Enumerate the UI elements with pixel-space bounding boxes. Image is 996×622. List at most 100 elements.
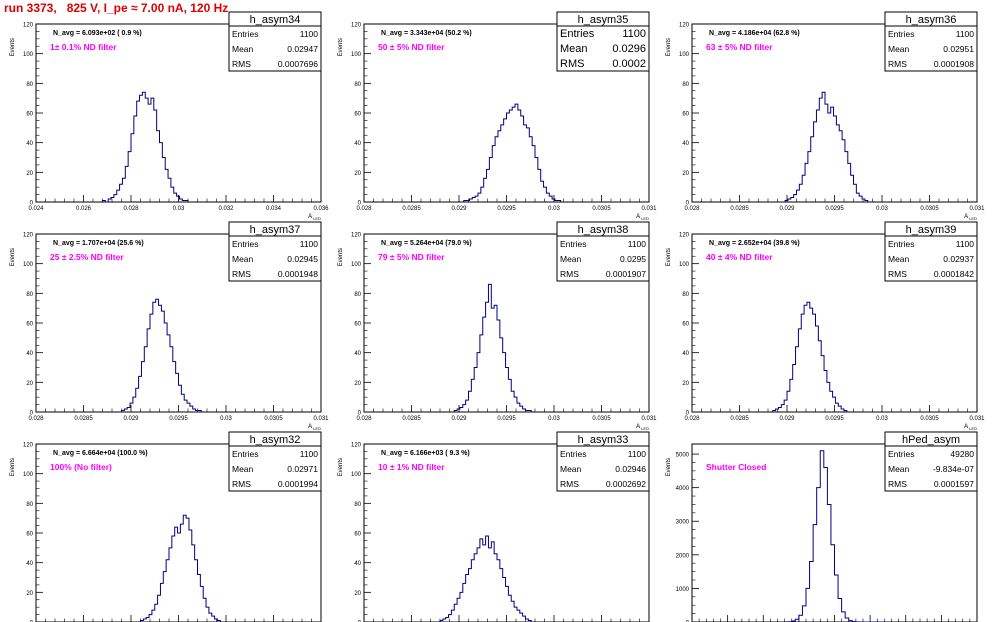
- stats-label: Entries: [888, 449, 914, 459]
- stats-value: 0.02946: [615, 464, 646, 474]
- x-tick-label: 0.029: [779, 416, 795, 422]
- x-axis-title: A LED: [964, 214, 977, 221]
- x-tick-label: 0.029: [451, 206, 467, 212]
- y-tick-label: 60: [682, 112, 689, 118]
- y-tick-label: 5000: [676, 453, 690, 459]
- navg-label: N_avg = 6.166e+03 ( 9.3 %): [381, 450, 470, 457]
- stats-title: h_asym35: [578, 14, 629, 26]
- stats-title: h_asym39: [906, 224, 957, 236]
- filter-label: 1± 0.1% ND filter: [50, 42, 117, 52]
- y-tick-label: 100: [351, 52, 362, 58]
- y-axis-title: Events: [338, 38, 344, 56]
- stats-label: Entries: [232, 449, 258, 459]
- stats-label: RMS: [232, 479, 251, 489]
- histogram-panel-h_asym34: 0 20 40 60 80 100 120 0.024 0.026 0.028 0.03 0.032 0…: [10, 11, 329, 221]
- x-tick-label: 0.029: [123, 416, 139, 422]
- histogram-panel-h_asym39: 0 20 40 60 80 100 120 0.028 0.0285 0.029 0.0295 0.0…: [666, 221, 985, 431]
- x-tick-label: 0.0305: [264, 416, 283, 422]
- y-tick-label: 100: [679, 52, 690, 58]
- stats-label: Mean: [560, 43, 588, 55]
- navg-label: N_avg = 2.652e+04 (39.8 %): [709, 240, 800, 247]
- y-tick-label: 2000: [676, 553, 690, 559]
- navg-label: N_avg = 5.264e+04 (79.0 %): [381, 240, 472, 247]
- stats-title: h_asym34: [250, 14, 301, 26]
- y-tick-label: 60: [26, 322, 33, 328]
- histogram-line: [772, 301, 848, 412]
- filter-label: 10 ± 1% ND filter: [378, 462, 445, 472]
- y-tick-label: 120: [351, 233, 362, 239]
- x-tick-label: 0.026: [76, 206, 92, 212]
- y-tick-label: 40: [354, 351, 361, 357]
- y-tick-label: 100: [351, 262, 362, 268]
- stats-value: 0.02947: [287, 44, 318, 54]
- stats-box: [884, 431, 978, 492]
- x-tick-label: 0.03: [876, 206, 888, 212]
- y-tick-label: 40: [26, 141, 33, 147]
- histogram-panel-hPed_asym: 010002000300040005000-0.002-0.0015-0.001…: [666, 431, 978, 622]
- y-axis-title: Events: [666, 38, 672, 56]
- navg-label: N_avg = 3.343e+04 (50.2 %): [381, 30, 472, 37]
- x-tick-label: 0.028: [356, 416, 372, 422]
- y-tick-label: 80: [26, 502, 33, 508]
- y-tick-label: 20: [26, 591, 33, 597]
- x-tick-label: 0.0285: [402, 206, 421, 212]
- stats-box: [884, 11, 978, 72]
- navg-label: N_avg = 1.707e+04 (25.6 %): [53, 240, 144, 247]
- y-tick-label: 120: [679, 233, 690, 239]
- stats-label: Mean: [888, 44, 910, 54]
- y-tick-label: 20: [26, 381, 33, 387]
- stats-box: [884, 221, 978, 282]
- y-tick-label: 120: [351, 443, 362, 449]
- y-tick-label: 0: [358, 621, 362, 622]
- y-tick-label: 20: [682, 171, 689, 177]
- histogram-panel-h_asym32: 0204060801001200.0280.02850.0290.02950.0…: [10, 431, 322, 622]
- stats-value: 1100: [628, 449, 647, 459]
- stats-title: h_asym38: [578, 224, 629, 236]
- x-axis-title: A LED: [636, 214, 649, 221]
- stats-value: 0.0295: [620, 254, 646, 264]
- stats-value: 0.0002: [612, 58, 646, 70]
- x-tick-label: 0.028: [28, 416, 44, 422]
- y-tick-label: 100: [23, 52, 34, 58]
- y-tick-label: 60: [354, 112, 361, 118]
- y-tick-label: 20: [354, 381, 361, 387]
- stats-value: 1100: [956, 239, 975, 249]
- y-axis-title: Events: [666, 248, 672, 266]
- y-tick-label: 120: [23, 233, 34, 239]
- y-tick-label: 20: [354, 591, 361, 597]
- x-tick-label: 0.036: [313, 206, 329, 212]
- y-tick-label: 120: [23, 23, 34, 29]
- stats-value: -9.834e-07: [933, 464, 974, 474]
- stats-label: RMS: [888, 269, 907, 279]
- stats-value: 1100: [300, 29, 319, 39]
- stats-label: Mean: [232, 254, 254, 264]
- stats-value: 1100: [956, 29, 975, 39]
- x-tick-label: 0.0285: [730, 416, 749, 422]
- stats-label: Entries: [232, 239, 258, 249]
- stats-box: [556, 11, 650, 72]
- stats-value: 1100: [300, 449, 319, 459]
- x-tick-label: 0.0295: [825, 206, 844, 212]
- stats-label: RMS: [232, 269, 251, 279]
- stats-value: 0.02971: [287, 464, 318, 474]
- stats-value: 0.02951: [943, 44, 974, 54]
- stats-box: [556, 221, 650, 282]
- x-tick-label: 0.03: [548, 416, 560, 422]
- y-tick-label: 100: [679, 262, 690, 268]
- y-axis-title: Events: [10, 248, 16, 266]
- y-tick-label: 60: [26, 532, 33, 538]
- x-tick-label: 0.029: [779, 206, 795, 212]
- stats-label: RMS: [888, 59, 907, 69]
- y-axis-title: Events: [338, 458, 344, 476]
- histogram-line: [140, 514, 221, 622]
- histogram-line: [439, 535, 532, 622]
- x-tick-label: 0.0305: [920, 416, 939, 422]
- stats-value: 0.0001842: [934, 269, 974, 279]
- stats-title: h_asym32: [250, 434, 301, 446]
- filter-label: 100% (No filter): [50, 462, 112, 472]
- y-tick-label: 0: [686, 411, 690, 417]
- stats-label: RMS: [888, 479, 907, 489]
- y-tick-label: 80: [354, 502, 361, 508]
- y-tick-label: 1000: [676, 587, 690, 593]
- x-tick-label: 0.0305: [592, 206, 611, 212]
